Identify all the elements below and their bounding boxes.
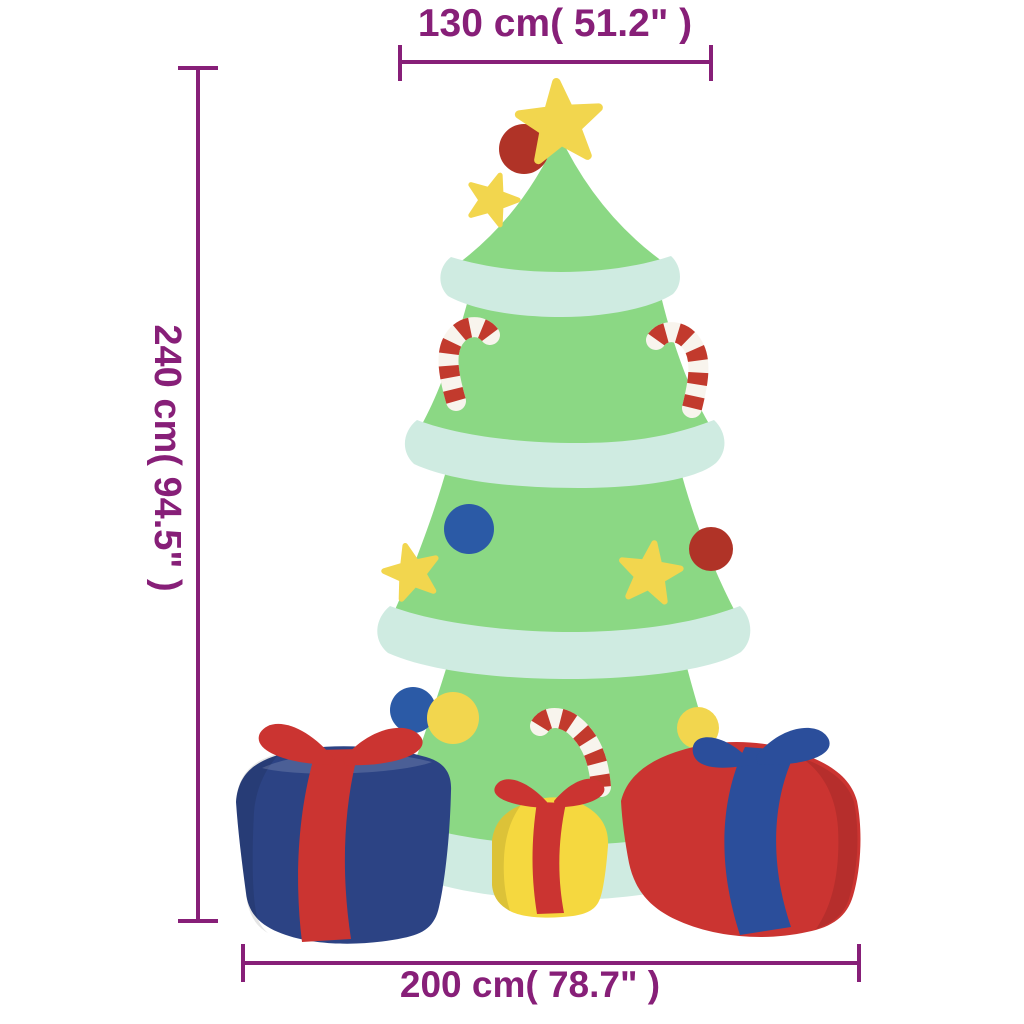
gift-ribbon <box>724 747 796 935</box>
dimension-tick <box>178 66 218 70</box>
dimension-tick <box>178 919 218 923</box>
dimension-line <box>243 961 860 965</box>
dimension-label: 200 cm( 78.7" ) <box>399 964 661 1005</box>
gift-bow <box>258 723 336 765</box>
gift-ribbon <box>298 749 359 942</box>
dimension-tick <box>398 45 402 81</box>
dimension-tick <box>241 944 245 982</box>
tree-tier-3 <box>377 464 751 679</box>
ornament-ball-blue <box>444 504 494 554</box>
gift-bow <box>343 727 423 766</box>
ornament-ball-blue <box>390 687 436 733</box>
dimension-tick <box>709 45 713 81</box>
gift-ribbon <box>532 802 566 914</box>
gift-bow <box>692 737 749 768</box>
tree-ornaments <box>379 79 733 797</box>
ornament-ball-red <box>689 527 733 571</box>
gift-box-center <box>492 778 609 918</box>
gift-bow <box>494 779 547 808</box>
gift-box-left <box>236 723 452 944</box>
tree-tier-1 <box>440 134 680 317</box>
candy-cane <box>530 708 611 797</box>
candy-cane <box>646 322 709 418</box>
dimension-label: 130 cm( 51.2" ) <box>417 2 693 45</box>
candy-cane <box>438 317 500 411</box>
gift-bow <box>554 778 605 808</box>
dimension-line <box>196 68 200 921</box>
gift-box-right <box>621 727 861 937</box>
gift-bow <box>756 727 830 765</box>
ornament-ball-yellow <box>427 692 479 744</box>
dimension-label: 240 cm( 94.5" ) <box>145 324 188 592</box>
dimension-line <box>400 60 711 64</box>
dimension-tick <box>857 944 861 982</box>
